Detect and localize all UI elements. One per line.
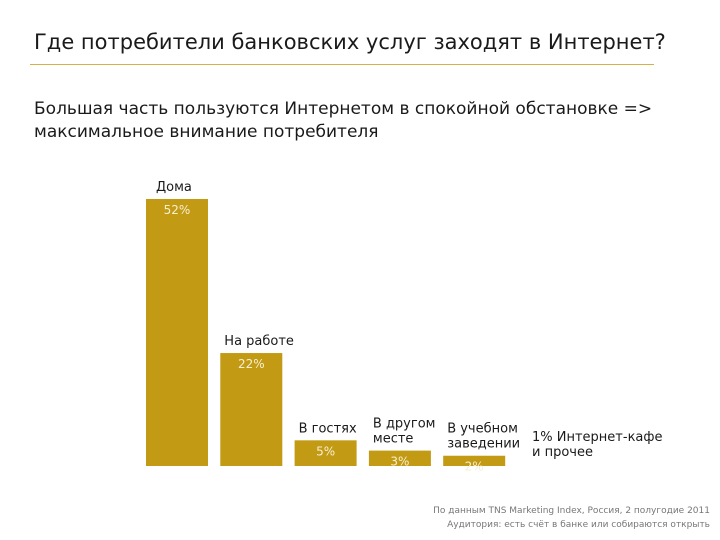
value-label: 22% xyxy=(238,357,265,371)
value-label: 3% xyxy=(390,455,409,469)
footnote-audience-line: Аудитория: есть счёт в банке или собираю… xyxy=(447,520,710,530)
category-label: месте xyxy=(373,432,414,447)
title-divider xyxy=(30,64,654,65)
slide-subtitle: Большая часть пользуются Интернетом в сп… xyxy=(34,99,653,142)
category-label: и прочее xyxy=(532,445,593,460)
category-label: В другом xyxy=(373,417,436,432)
value-label: 5% xyxy=(316,444,335,458)
category-label: 1% Интернет-кафе xyxy=(532,430,663,445)
bar xyxy=(443,455,506,466)
bar xyxy=(294,440,357,466)
bar xyxy=(146,199,208,466)
category-label: В учебном xyxy=(447,422,518,437)
value-label: 52% xyxy=(164,203,191,217)
category-label: На работе xyxy=(224,334,294,349)
category-label: заведении xyxy=(447,437,520,452)
footnote-source-line: По данным TNS Marketing Index, Россия, 2… xyxy=(433,506,710,516)
slide-title: Где потребители банковских услуг заходят… xyxy=(34,30,666,54)
source-footnote: По данным TNS Marketing Index, Россия, 2… xyxy=(433,504,710,532)
bar xyxy=(220,353,283,466)
category-label: Дома xyxy=(156,180,192,195)
category-label: В гостях xyxy=(299,421,357,436)
value-label: 2% xyxy=(465,460,484,474)
bar xyxy=(368,450,431,466)
